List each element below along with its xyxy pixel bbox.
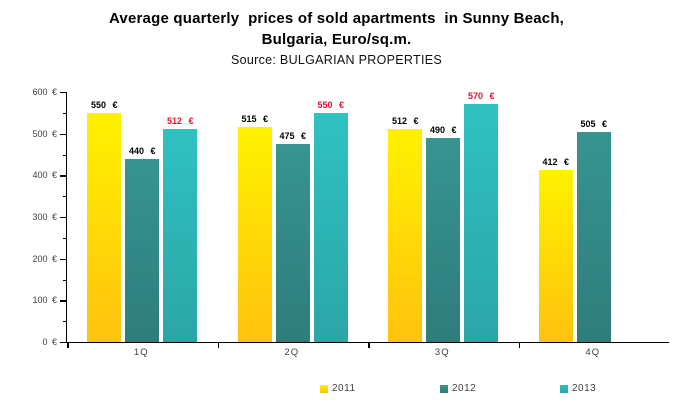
bar-slot-2013-2q: 550 € bbox=[313, 100, 348, 342]
legend: 2011 2012 2013 bbox=[320, 383, 673, 394]
legend-entry-2011: 2011 bbox=[320, 383, 440, 394]
legend-entry-2012: 2012 bbox=[440, 383, 560, 394]
bar-value-label: 490 € bbox=[429, 125, 457, 135]
y-axis-tick-label: 500 € bbox=[32, 128, 57, 139]
bars-container: 550 € 440 € 512 € 515 € 475 € 550 € 512 € 490 €… bbox=[67, 91, 670, 342]
bar-2012-1q bbox=[125, 159, 160, 342]
bar-value-label: 512 € bbox=[166, 116, 194, 126]
bar-value-label: 512 € bbox=[391, 116, 419, 126]
x-axis-tick bbox=[368, 343, 370, 348]
bar-slot-2012-2q: 475 € bbox=[275, 131, 310, 342]
legend-swatch-2011 bbox=[320, 384, 328, 393]
bar-2011-4q bbox=[538, 170, 573, 342]
y-axis-tick-label: 100 € bbox=[32, 295, 57, 306]
bar-2011-2q bbox=[237, 127, 272, 342]
bar-2012-3q bbox=[426, 138, 461, 342]
bar-value-label: 475 € bbox=[279, 131, 307, 141]
bar-slot-2011-3q: 512 € bbox=[388, 116, 423, 342]
bar-value-label: 570 € bbox=[467, 91, 495, 101]
y-axis-tick-label: 0 € bbox=[42, 337, 57, 347]
bar-value-label: 515 € bbox=[241, 114, 269, 124]
bar-slot-2013-1q: 512 € bbox=[163, 116, 198, 342]
bar-slot-2012-3q: 490 € bbox=[426, 125, 461, 342]
y-axis-major-tick bbox=[60, 92, 67, 94]
x-axis-category-label: 2Q bbox=[284, 347, 300, 358]
chart-title-line1: Average quarterly prices of sold apartme… bbox=[108, 10, 565, 27]
x-axis-tick bbox=[518, 343, 520, 348]
bar-value-label: 550 € bbox=[90, 100, 118, 110]
y-axis-major-tick bbox=[60, 175, 67, 177]
y-axis-minor-tick bbox=[63, 321, 67, 323]
chart-title-line2: Bulgaria, Euro/sq.m. bbox=[261, 31, 412, 48]
legend-entry-2013: 2013 bbox=[560, 383, 673, 394]
y-axis-minor-tick bbox=[63, 112, 67, 115]
y-axis-tick-label: 600 € bbox=[32, 87, 57, 97]
bar-group-2q: 515 € 475 € 550 € bbox=[218, 92, 369, 342]
bar-value-label: 550 € bbox=[317, 100, 345, 110]
bar-slot-2011-4q: 412 € bbox=[538, 157, 573, 342]
legend-label-2012: 2012 bbox=[452, 383, 477, 394]
x-axis-category-label: 3Q bbox=[434, 347, 450, 358]
x-axis-tick bbox=[217, 343, 219, 348]
bar-slot-2013-3q: 570 € bbox=[464, 91, 499, 342]
bar-slot-2012-4q: 505 € bbox=[576, 119, 611, 342]
bar-2013-1q bbox=[163, 129, 198, 342]
bar-slot-2012-1q: 440 € bbox=[125, 146, 160, 342]
bar-value-label: 505 € bbox=[580, 119, 608, 129]
bar-2013-2q bbox=[313, 113, 348, 342]
bar-group-3q: 512 € 490 € 570 € bbox=[368, 91, 519, 342]
legend-swatch-2012 bbox=[440, 384, 448, 393]
plot-area: 550 € 440 € 512 € 515 € 475 € 550 € 512 € 490 €… bbox=[60, 91, 670, 348]
x-axis-category-label: 4Q bbox=[585, 347, 601, 358]
y-axis-minor-tick bbox=[63, 196, 67, 198]
legend-label-2011: 2011 bbox=[332, 383, 356, 394]
bar-2013-3q bbox=[464, 104, 499, 342]
x-axis-category-labels: 1Q 2Q 3Q 4Q bbox=[66, 347, 668, 358]
y-axis-major-tick bbox=[60, 217, 67, 219]
y-axis-major-tick bbox=[60, 300, 67, 302]
x-axis-tick bbox=[67, 343, 69, 348]
bar-value-label: 412 € bbox=[542, 157, 570, 167]
bar-slot-2011-1q: 550 € bbox=[87, 100, 122, 342]
y-axis-labels: 600 € 500 € 400 € 300 € 200 € 100 € 0 € bbox=[0, 87, 57, 347]
y-axis-tick-label: 300 € bbox=[32, 212, 57, 222]
bar-slot-2011-2q: 515 € bbox=[237, 114, 272, 342]
bar-2012-4q bbox=[576, 132, 611, 342]
bar-group-1q: 550 € 440 € 512 € bbox=[67, 92, 218, 342]
y-axis-minor-tick bbox=[63, 154, 67, 156]
y-axis-major-tick bbox=[60, 342, 67, 344]
bar-2012-2q bbox=[275, 144, 310, 342]
y-axis-tick-label: 400 € bbox=[32, 170, 57, 181]
y-axis-major-tick bbox=[60, 258, 67, 260]
legend-swatch-2013 bbox=[560, 384, 568, 393]
chart-source: Source: BULGARIAN PROPERTIES bbox=[230, 53, 442, 67]
legend-label-2013: 2013 bbox=[572, 383, 597, 394]
bar-value-label: 440 € bbox=[128, 146, 156, 156]
y-axis-minor-tick bbox=[63, 237, 67, 240]
y-axis-major-tick bbox=[60, 133, 67, 135]
y-axis-minor-tick bbox=[63, 279, 67, 281]
y-axis-tick-label: 200 € bbox=[32, 253, 57, 264]
bar-2011-3q bbox=[388, 129, 423, 342]
bar-2011-1q bbox=[87, 113, 122, 342]
bar-group-4q: 412 € 505 € bbox=[519, 92, 670, 342]
x-axis-category-label: 1Q bbox=[133, 347, 149, 358]
